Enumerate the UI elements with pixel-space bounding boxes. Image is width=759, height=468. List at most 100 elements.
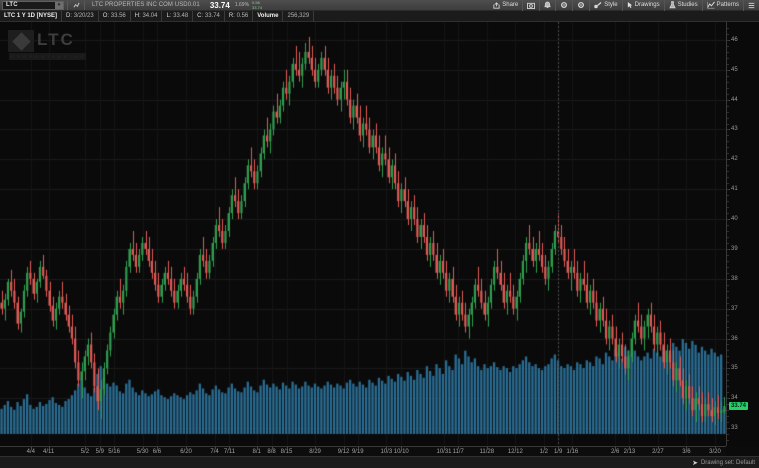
price-minor-tick (727, 64, 729, 65)
price-tick-label: 45 (731, 66, 738, 73)
date-tick-mark (444, 447, 445, 449)
date-tick-label: 6/6 (152, 449, 162, 455)
date-tick-mark (544, 447, 545, 449)
date-tick-mark (558, 447, 559, 449)
price-minor-tick (727, 34, 729, 35)
price-minor-tick (727, 291, 729, 292)
date-tick-label: 1/2 (539, 449, 549, 455)
date-tick-label: 8/15 (280, 449, 293, 455)
patterns-button[interactable]: Patterns (701, 0, 743, 11)
date-tick-label: 1/16 (566, 449, 579, 455)
change-percent: 1.69% (234, 2, 250, 8)
symbol-input[interactable]: LTC ▾ (2, 0, 64, 10)
quote-key-h: H (134, 12, 140, 19)
company-name: LTC PROPERTIES INC COM USD0.01 (92, 2, 200, 8)
compare-icon[interactable] (71, 1, 81, 10)
price-minor-tick (727, 416, 729, 417)
price-chart-canvas-container[interactable]: LTC P R O P E R T I E S I N C (0, 22, 726, 446)
quote-value-d: 3/20/23 (73, 12, 94, 19)
price-minor-tick (727, 422, 729, 423)
date-tick-mark (315, 447, 316, 449)
drawing-set-status[interactable]: Drawing set: Default (700, 459, 755, 466)
quote-field-high: H: 34.04 (131, 10, 163, 22)
date-tick-mark (686, 447, 687, 449)
price-tick-label: 41 (731, 186, 738, 193)
price-minor-tick (727, 368, 729, 369)
quote-key-c: C (197, 12, 202, 19)
date-tick-label: 3/20 (709, 449, 721, 455)
date-tick-mark (257, 447, 258, 449)
date-tick-mark (287, 447, 288, 449)
symbol-value: LTC (6, 2, 18, 8)
price-minor-tick (727, 243, 729, 244)
date-tick-mark (386, 447, 387, 449)
price-tick-label: 33 (731, 425, 738, 432)
price-minor-tick (727, 428, 729, 429)
price-minor-tick (727, 159, 729, 160)
price-minor-tick (727, 279, 729, 280)
date-tick-label: 5/9 (95, 449, 104, 455)
share-label: Share (502, 2, 519, 8)
date-tick-label: 7/4 (210, 449, 219, 455)
date-tick-mark (49, 447, 50, 449)
quote-field-open: O: 33.56 (99, 10, 131, 22)
price-tick-label: 38 (731, 275, 738, 282)
price-minor-tick (727, 440, 729, 441)
studies-button[interactable]: Studies (663, 0, 702, 11)
price-minor-tick (727, 339, 729, 340)
date-tick-mark (715, 447, 716, 449)
date-tick-label: 2/13 (623, 449, 636, 455)
price-minor-tick (727, 70, 729, 71)
price-minor-tick (727, 112, 729, 113)
price-minor-tick (727, 76, 729, 77)
date-tick-mark (143, 447, 144, 449)
volume-value: 256,329 (283, 10, 315, 22)
quote-field-low: L: 33.48 (162, 10, 194, 22)
price-minor-tick (727, 177, 729, 178)
date-tick-mark (458, 447, 459, 449)
chevron-down-icon[interactable]: ▾ (55, 1, 63, 9)
alerts-button[interactable] (539, 0, 555, 11)
price-tick-label: 42 (731, 156, 738, 163)
date-tick-mark (100, 447, 101, 449)
share-button[interactable]: Share (489, 0, 522, 11)
price-minor-tick (727, 100, 729, 101)
price-minor-tick (727, 261, 729, 262)
drawings-button[interactable]: Drawings (621, 0, 664, 11)
price-minor-tick (727, 404, 729, 405)
company-logo-watermark: LTC P R O P E R T I E S I N C (8, 28, 87, 62)
price-minor-tick (727, 410, 729, 411)
price-minor-tick (727, 165, 729, 166)
quote-field-close: C: 33.74 (193, 10, 225, 22)
quote-key-o: O (102, 12, 108, 19)
price-minor-tick (727, 380, 729, 381)
date-axis[interactable]: 4/4 4/11 5/2 5/9 5/16 5/30 6/6 6/20 7/4 7/11 8/1 8/… (0, 446, 726, 456)
price-minor-tick (727, 201, 729, 202)
date-tick-label: 2/6 (610, 449, 620, 455)
date-tick-label: 6/20 (180, 449, 192, 455)
price-minor-tick (727, 141, 729, 142)
date-tick-label: 8/29 (309, 449, 321, 455)
price-axis[interactable]: 46 45 44 43 42 41 40 39 38 37 36 35 34 33 33.74 (726, 22, 759, 446)
settings-button[interactable] (555, 0, 572, 11)
toolbar-right-group: Share Style Drawings (489, 0, 759, 11)
more-options-button[interactable] (572, 0, 589, 11)
price-minor-tick (727, 374, 729, 375)
last-price: 33.74 (209, 0, 230, 10)
date-tick-mark (31, 447, 32, 449)
date-tick-label: 10/10 (393, 449, 409, 455)
date-tick-mark (272, 447, 273, 449)
price-minor-tick (727, 195, 729, 196)
date-tick-mark (358, 447, 359, 449)
price-minor-tick (727, 94, 729, 95)
logo-diamond-icon (8, 30, 34, 52)
price-chart-canvas[interactable] (0, 22, 726, 446)
price-minor-tick (727, 171, 729, 172)
quote-value-h: 34.04 (142, 12, 158, 19)
screenshot-button[interactable] (522, 0, 539, 11)
style-button[interactable]: Style (589, 0, 621, 11)
date-tick-mark (344, 447, 345, 449)
price-minor-tick (727, 231, 729, 232)
hamburger-menu-button[interactable] (743, 0, 759, 11)
price-minor-tick (727, 273, 729, 274)
